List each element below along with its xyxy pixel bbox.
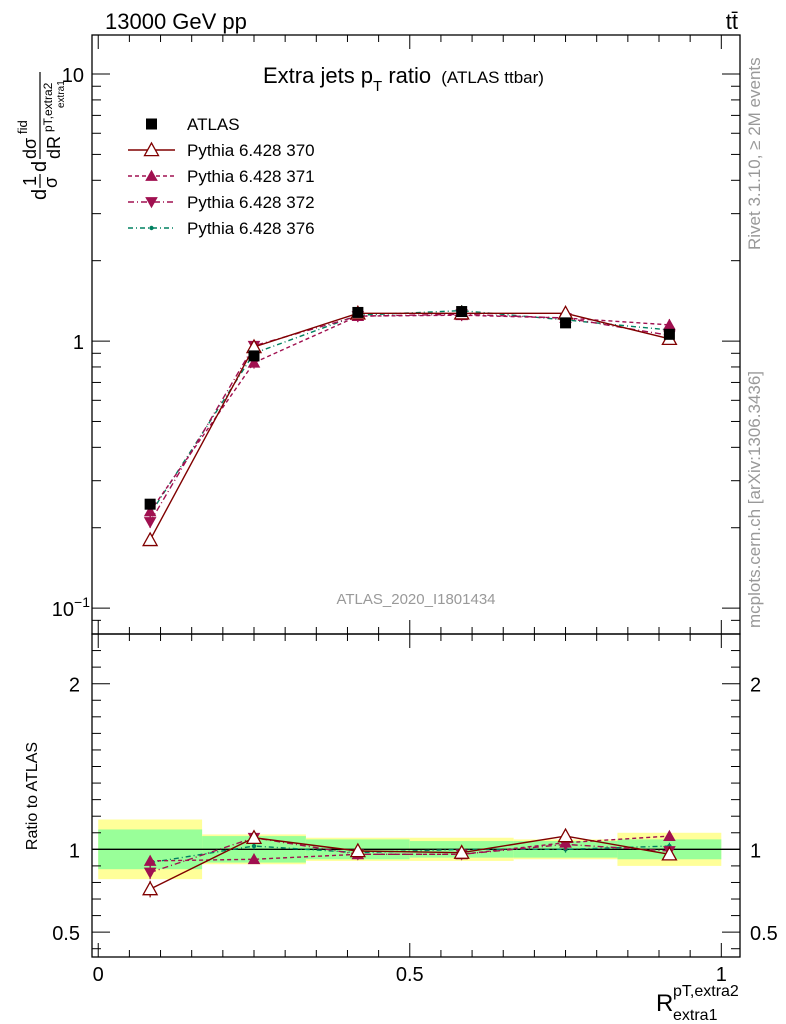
ratio-point-0-5 xyxy=(661,845,678,861)
series-line-0 xyxy=(149,312,670,541)
data-point-1 xyxy=(248,350,260,362)
x-tick-label-0: 0 xyxy=(93,964,104,986)
data-point-2 xyxy=(352,306,364,318)
ratio-point-0-1 xyxy=(245,829,263,844)
svg-text:dσ: dσ xyxy=(20,138,40,159)
svg-text:extra1: extra1 xyxy=(673,1007,718,1024)
legend-label-1: Pythia 6.428 371 xyxy=(187,167,315,186)
ratio-point-1-0 xyxy=(143,854,157,866)
ratio-y-tick-label-right-1: 1 xyxy=(750,840,761,862)
ratio-line-1 xyxy=(150,835,670,862)
svg-text:fid: fid xyxy=(15,120,30,134)
main-y-ticks xyxy=(92,73,740,635)
chart-title: Extra jets pT ratio (ATLAS ttbar) xyxy=(263,63,544,95)
main-y-tick-label-2: 10 xyxy=(62,65,84,87)
legend-label-3: Pythia 6.428 376 xyxy=(187,219,315,238)
ratio-point-0-0 xyxy=(142,880,159,896)
svg-text:1: 1 xyxy=(20,176,40,186)
ratio-line-0 xyxy=(149,835,670,890)
mcplots-label: mcplots.cern.ch [arXiv:1306.3436] xyxy=(745,371,764,628)
series-point-2-0 xyxy=(143,517,157,529)
legend-label-0: Pythia 6.428 370 xyxy=(187,141,315,160)
svg-text:extra1: extra1 xyxy=(56,80,67,108)
ratio-frame xyxy=(91,633,741,958)
series-main-2 xyxy=(143,308,676,529)
legend-marker-data xyxy=(146,118,157,130)
ratio-point-2-0 xyxy=(143,867,157,879)
series-point-1-5 xyxy=(663,318,676,330)
ratio-y-tick-label-right-0: 0.5 xyxy=(750,923,778,945)
ratio-y-ticks xyxy=(92,650,740,950)
ratio-point-1-1 xyxy=(247,852,261,865)
analysis-label: ATLAS_2020_I1801434 xyxy=(336,591,495,608)
series-line-1 xyxy=(149,314,670,512)
data-point-3 xyxy=(456,306,468,318)
legend-marker-1 xyxy=(145,169,158,181)
svg-text:σ: σ xyxy=(41,177,61,188)
rivet-label: Rivet 3.1.10, ≥ 2M events xyxy=(745,57,764,250)
legend-marker-3 xyxy=(149,225,154,231)
series-main-3 xyxy=(147,304,672,521)
legend-label-data: ATLAS xyxy=(187,115,240,134)
svg-text:d: d xyxy=(29,161,51,172)
series-main-0 xyxy=(142,305,678,547)
ratio-point-1-5 xyxy=(663,829,676,841)
svg-text:dR: dR xyxy=(44,136,64,159)
ratio-point-0-2 xyxy=(349,842,366,858)
x-axis-label: R pT,extra2 extra1 xyxy=(656,983,739,1024)
legend-label-2: Pythia 6.428 372 xyxy=(187,193,315,212)
data-point-0 xyxy=(144,498,156,510)
series-line-3 xyxy=(149,309,670,515)
x-tick-label-2: 1 xyxy=(716,964,727,986)
legend-marker-2 xyxy=(145,197,158,209)
series-point-1-1 xyxy=(247,356,261,368)
svg-text:R: R xyxy=(656,990,673,1017)
data-main xyxy=(144,306,675,510)
energy-label: 13000 GeV pp xyxy=(105,9,247,34)
ratio-y-tick-label-1: 1 xyxy=(69,840,80,862)
series-point-1-0 xyxy=(143,505,157,517)
ratio-y-tick-label-2: 2 xyxy=(69,675,80,697)
series-point-0-0 xyxy=(142,531,159,547)
svg-text:d: d xyxy=(29,189,51,200)
main-y-axis-label: d 1 σ d dσ fid dR pT,extra2 extra1 xyxy=(15,72,67,200)
main-y-tick-label-0: 10−1 xyxy=(52,594,90,621)
ratio-y-axis-label: Ratio to ATLAS xyxy=(24,742,41,850)
svg-text:pT,extra2: pT,extra2 xyxy=(41,82,55,132)
x-tick-label-1: 0.5 xyxy=(396,964,424,986)
svg-text:pT,extra2: pT,extra2 xyxy=(673,983,739,1000)
ratio-line-3 xyxy=(150,845,670,864)
ratio-point-0-3 xyxy=(453,844,470,859)
series-line-2 xyxy=(149,313,670,523)
series-ratio-0 xyxy=(142,827,678,898)
ratio-point-0-4 xyxy=(557,827,574,843)
data-point-5 xyxy=(663,328,675,340)
series-main-1 xyxy=(143,308,676,518)
legend-marker-0 xyxy=(143,141,160,157)
process-label: tt̄ xyxy=(726,9,738,34)
x-ticks xyxy=(97,35,722,957)
ratio-line-2 xyxy=(149,837,670,874)
main-y-tick-label-1: 1 xyxy=(73,332,84,354)
ratio-point-3-1 xyxy=(251,843,257,849)
ratio-y-tick-label-right-2: 2 xyxy=(750,675,761,697)
legend: ATLAS Pythia 6.428 370 Pythia 6.428 371 Pyt… xyxy=(128,115,315,238)
data-point-4 xyxy=(560,317,572,329)
ratio-y-tick-label-0: 0.5 xyxy=(52,923,80,945)
